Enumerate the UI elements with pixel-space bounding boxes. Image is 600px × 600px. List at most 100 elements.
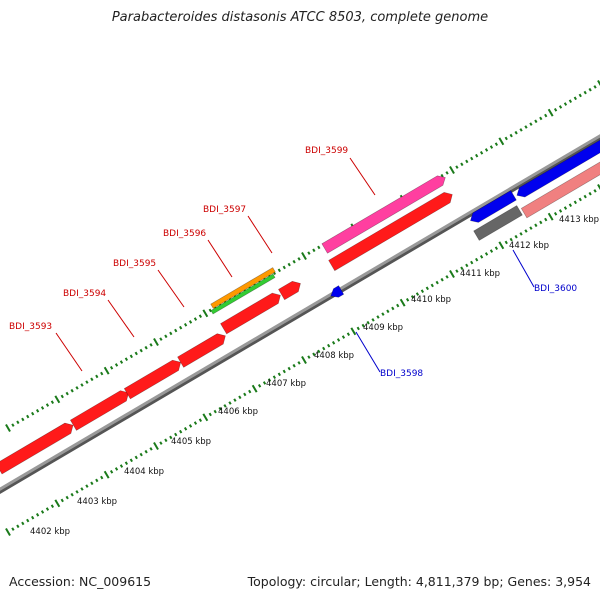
minor-tick [534, 223, 538, 228]
minor-tick [174, 328, 178, 333]
minor-tick [479, 151, 484, 155]
cds-bdi-3594 [69, 390, 129, 431]
minor-tick [312, 352, 316, 357]
minor-tick [70, 492, 74, 497]
minor-tick [593, 189, 597, 193]
major-tick [54, 499, 61, 508]
minor-tick [430, 283, 434, 288]
minor-tick [415, 292, 420, 296]
gene-label: BDI_3598 [380, 369, 423, 379]
minor-tick [139, 452, 143, 457]
minor-tick [381, 312, 385, 316]
cds-bdi-3598 [330, 285, 345, 298]
minor-tick [425, 286, 429, 291]
major-tick [301, 356, 307, 364]
minor-tick [297, 361, 301, 365]
label-leader-line [55, 332, 83, 372]
minor-tick [21, 417, 25, 422]
minor-tick [583, 194, 587, 199]
major-tick [153, 442, 159, 450]
backbone [0, 134, 600, 495]
label-leader-line [512, 249, 535, 288]
tick-label: 4408 kbp [314, 351, 354, 361]
minor-tick [85, 484, 89, 488]
minor-tick [183, 427, 188, 431]
minor-tick [479, 255, 484, 259]
minor-tick [391, 306, 395, 311]
minor-tick [50, 400, 55, 404]
minor-tick [144, 345, 148, 350]
minor-tick [100, 475, 104, 480]
tick-label: 4406 kbp [218, 407, 258, 417]
major-tick [350, 327, 357, 336]
minor-tick [578, 93, 582, 98]
cds-bdi-3595 [123, 359, 182, 400]
minor-tick [544, 113, 548, 118]
minor-tick [198, 314, 203, 318]
minor-tick [558, 105, 563, 109]
minor-tick [440, 277, 444, 282]
minor-tick [445, 275, 449, 279]
minor-tick [509, 133, 513, 138]
minor-tick [75, 490, 79, 494]
minor-tick [504, 136, 508, 141]
minor-tick [16, 420, 20, 425]
tick-label: 4412 kbp [509, 241, 549, 251]
minor-tick [80, 487, 84, 491]
minor-tick [470, 260, 474, 265]
minor-tick [514, 234, 518, 239]
minor-tick [193, 421, 198, 425]
minor-tick [489, 249, 494, 253]
minor-tick [327, 343, 331, 348]
minor-tick [282, 369, 286, 374]
major-tick [301, 252, 307, 260]
minor-tick [563, 102, 568, 106]
minor-tick [243, 392, 247, 397]
minor-tick [139, 348, 143, 353]
cds-pink [321, 175, 446, 254]
minor-tick [539, 116, 543, 121]
minor-tick [129, 458, 133, 463]
minor-tick [95, 374, 99, 379]
major-tick [547, 108, 554, 117]
minor-tick [272, 375, 277, 379]
minor-tick [366, 320, 370, 325]
minor-tick [317, 245, 321, 250]
minor-tick [144, 449, 148, 454]
minor-tick [519, 232, 523, 236]
minor-tick [544, 217, 548, 222]
minor-tick [65, 495, 69, 500]
minor-tick [573, 200, 577, 205]
minor-tick [70, 388, 74, 393]
cds-bdi-3599-red [328, 192, 453, 272]
minor-tick [494, 142, 499, 146]
cds-bdi-3597 [220, 292, 281, 335]
minor-tick [114, 467, 119, 471]
cds-bdi-3596 [177, 333, 226, 368]
minor-tick [465, 159, 469, 164]
minor-tick [568, 203, 573, 207]
minor-tick [35, 513, 40, 517]
label-leader-line [107, 299, 135, 338]
cds-small [278, 280, 301, 301]
minor-tick [524, 125, 528, 129]
minor-tick [193, 317, 198, 321]
minor-tick [312, 248, 316, 253]
major-tick [54, 395, 61, 404]
minor-tick [50, 504, 55, 508]
minor-tick [124, 357, 129, 361]
cds-blue-2 [516, 139, 600, 198]
minor-tick [119, 464, 124, 468]
minor-tick [90, 377, 94, 382]
minor-tick [440, 173, 444, 178]
major-tick [597, 184, 600, 190]
cds-gray [473, 205, 523, 241]
minor-tick [159, 441, 163, 445]
minor-tick [40, 510, 45, 514]
minor-tick [31, 411, 35, 416]
backbone-line [0, 134, 600, 491]
cds-salmon [520, 161, 600, 219]
rna-green [210, 273, 276, 315]
minor-tick [277, 268, 281, 273]
